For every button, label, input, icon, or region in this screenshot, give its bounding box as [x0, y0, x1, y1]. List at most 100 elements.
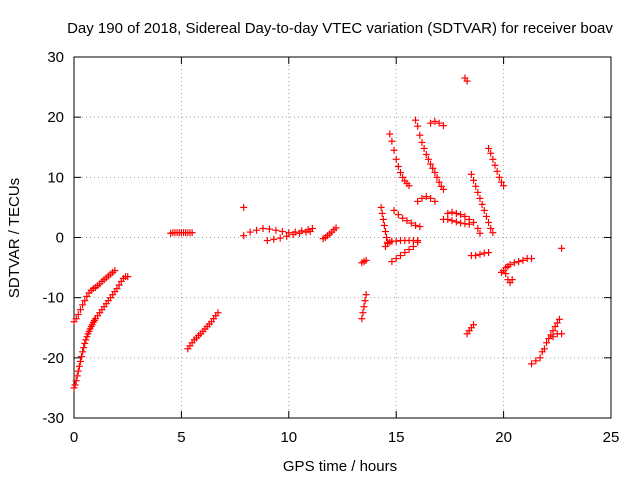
data-point	[422, 150, 430, 158]
data-point	[470, 176, 478, 184]
data-point	[497, 178, 505, 186]
data-point	[476, 229, 484, 237]
chart-title: Day 190 of 2018, Sidereal Day-to-day VTE…	[67, 20, 613, 37]
data-point	[472, 182, 480, 190]
data-point	[553, 319, 561, 327]
data-point	[360, 303, 368, 311]
data-point	[558, 330, 566, 338]
data-point	[528, 255, 536, 263]
y-tick-label: 0	[56, 230, 64, 247]
data-point	[70, 384, 78, 392]
data-point	[81, 297, 89, 305]
data-point	[302, 228, 310, 236]
data-point	[532, 357, 540, 365]
data-point	[83, 333, 91, 341]
data-point	[452, 218, 460, 226]
data-point	[540, 345, 548, 353]
data-point	[416, 131, 424, 139]
data-point	[289, 230, 297, 238]
data-point	[558, 244, 566, 252]
data-point	[390, 206, 398, 214]
data-point	[433, 173, 441, 181]
data-point	[399, 173, 407, 181]
data-point	[381, 227, 389, 235]
data-point	[405, 182, 413, 190]
data-point	[515, 258, 523, 266]
data-point	[283, 232, 291, 240]
data-point	[79, 301, 87, 309]
data-point	[399, 214, 407, 222]
data-point	[403, 217, 411, 225]
data-point	[457, 211, 465, 219]
data-point	[359, 309, 367, 317]
data-point	[485, 218, 493, 226]
data-point	[489, 155, 497, 163]
data-point	[431, 197, 439, 205]
data-point	[487, 149, 495, 157]
x-tick-label: 25	[603, 429, 620, 446]
data-point	[500, 182, 508, 190]
x-tick-label: 20	[495, 429, 512, 446]
data-point	[502, 270, 510, 278]
data-point	[306, 227, 314, 235]
data-point	[361, 297, 369, 305]
data-point	[476, 250, 484, 258]
data-point	[489, 229, 497, 237]
data-point	[463, 77, 471, 85]
data-point	[555, 315, 563, 323]
data-point	[380, 221, 388, 229]
x-tick-label: 15	[388, 429, 405, 446]
data-point	[435, 119, 443, 127]
data-point	[405, 246, 413, 254]
data-point	[470, 218, 478, 226]
data-point	[418, 194, 426, 202]
data-point	[263, 237, 271, 245]
data-point	[465, 220, 473, 228]
data-point	[474, 224, 482, 232]
data-point	[83, 292, 91, 300]
data-point	[81, 339, 89, 347]
gridlines	[74, 57, 611, 418]
data-point	[407, 219, 415, 227]
data-point	[444, 209, 452, 217]
data-point	[485, 249, 493, 257]
y-tick-label: 20	[47, 109, 64, 126]
data-point	[383, 234, 391, 241]
data-point	[240, 232, 248, 240]
data-point	[545, 335, 553, 343]
data-point	[493, 167, 501, 175]
data-point	[452, 209, 460, 217]
data-point	[394, 163, 402, 171]
data-point	[519, 256, 527, 264]
data-point	[431, 169, 439, 177]
data-point	[388, 137, 396, 145]
data-point	[427, 160, 435, 168]
x-axis-label: GPS time / hours	[283, 458, 397, 475]
data-point	[439, 185, 447, 193]
data-point	[379, 215, 387, 223]
data-point	[412, 116, 420, 124]
data-point	[467, 170, 475, 178]
y-tick-label: 10	[47, 169, 64, 186]
data-point	[427, 119, 435, 127]
data-point	[362, 256, 370, 264]
data-point	[549, 327, 557, 335]
data-point	[510, 259, 518, 267]
data-point	[401, 249, 409, 257]
data-point	[80, 344, 88, 352]
x-tick-label: 10	[280, 429, 297, 446]
data-point	[78, 353, 86, 361]
data-point	[272, 226, 280, 234]
data-point	[485, 144, 493, 152]
data-point	[472, 252, 480, 260]
data-point	[82, 336, 90, 344]
data-point	[429, 164, 437, 172]
data-point	[461, 212, 469, 220]
data-point	[246, 228, 254, 236]
y-axis-ticks: -30 -20 -10 0 10 20 30	[42, 49, 611, 427]
data-point	[74, 311, 82, 319]
data-point	[414, 197, 422, 205]
data-point	[124, 273, 132, 281]
data-point	[332, 224, 340, 232]
